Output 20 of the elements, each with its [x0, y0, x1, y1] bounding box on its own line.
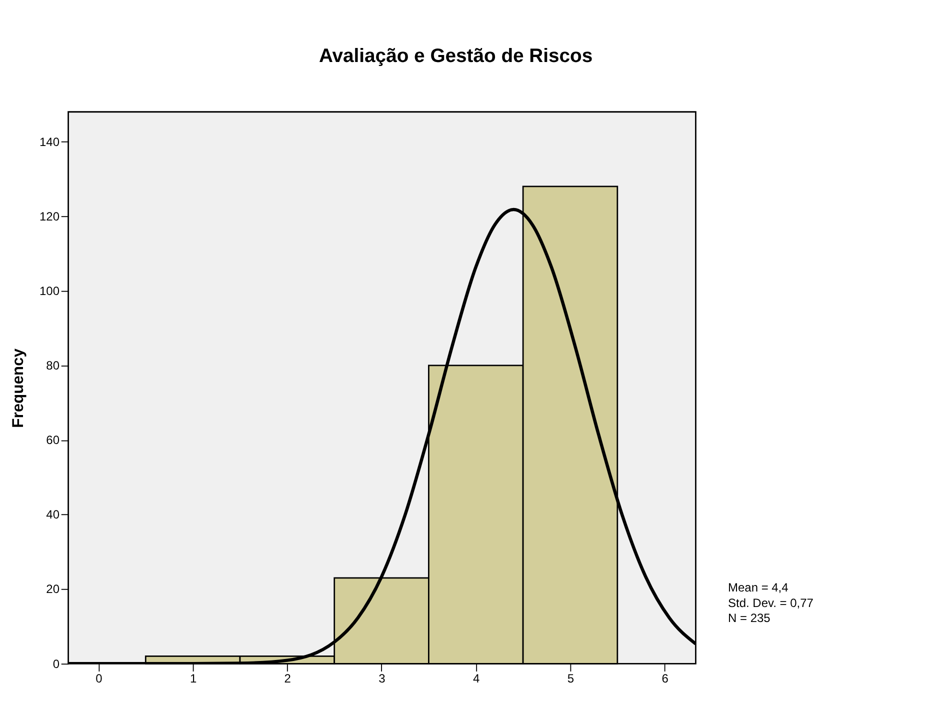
text: Std. Dev. = 0,77 — [728, 596, 814, 610]
y-tick-label: 60 — [46, 433, 60, 448]
x-tick-label: 2 — [284, 672, 292, 686]
text: Mean = 4,4 — [728, 580, 789, 595]
x-tick-label: 4 — [473, 672, 480, 686]
y-tick-label: 100 — [40, 284, 60, 298]
x-tick-label: 1 — [190, 672, 197, 686]
x-tick-label: 3 — [378, 672, 386, 686]
y-tick-label: 0 — [52, 656, 60, 671]
y-axis-title: Frequency — [10, 348, 27, 428]
text: N = 235 — [728, 611, 771, 626]
y-tick-label: 120 — [40, 209, 60, 224]
y-tick-label: 40 — [46, 508, 60, 522]
x-tick-label: 6 — [662, 672, 669, 686]
y-tick-label: 80 — [46, 358, 60, 373]
y-tick-label: 140 — [40, 134, 60, 149]
x-tick-label: 5 — [567, 672, 574, 686]
y-tick-label: 20 — [46, 582, 60, 596]
x-tick-label: 0 — [96, 672, 103, 686]
chart-title: Avaliação e Gestão de Riscos — [318, 45, 593, 68]
